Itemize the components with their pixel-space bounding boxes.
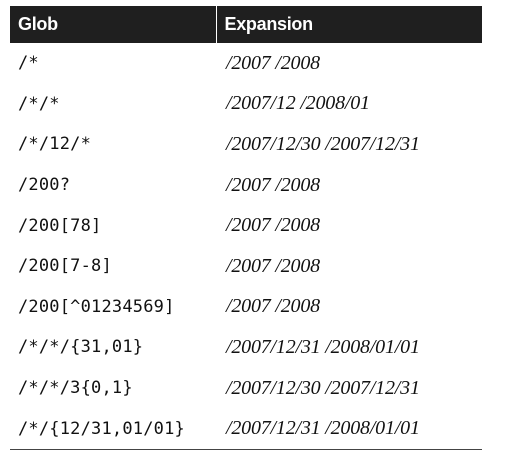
glob-cell: /200[78]	[18, 215, 102, 236]
glob-cell: /200[7-8]	[18, 256, 112, 277]
expansion-cell: /2007 /2008	[226, 51, 320, 74]
glob-expansion-table: Glob Expansion /* /2007 /2008 /*/* /2007…	[10, 6, 482, 450]
table-header: Glob Expansion	[10, 6, 482, 43]
glob-cell: /*	[18, 53, 39, 74]
table-row: /200? /2007 /2008	[10, 165, 482, 206]
expansion-cell: /2007/12 /2008/01	[226, 92, 370, 115]
glob-expansion-table-container: Glob Expansion /* /2007 /2008 /*/* /2007…	[10, 6, 482, 450]
expansion-cell: /2007 /2008	[226, 214, 320, 237]
table-row: /*/* /2007/12 /2008/01	[10, 84, 482, 125]
header-row: Glob Expansion	[10, 6, 482, 43]
glob-cell: /200?	[18, 175, 71, 196]
table-row: /200[78] /2007 /2008	[10, 205, 482, 246]
expansion-cell: /2007/12/30 /2007/12/31	[226, 376, 420, 399]
table-row: /* /2007 /2008	[10, 43, 482, 84]
expansion-cell: /2007/12/30 /2007/12/31	[226, 132, 420, 155]
header-glob: Glob	[10, 6, 216, 43]
glob-cell: /*/*/3{0,1}	[18, 378, 133, 399]
table-row: /*/12/* /2007/12/30 /2007/12/31	[10, 124, 482, 165]
table-row: /200[^01234569] /2007 /2008	[10, 287, 482, 328]
glob-cell: /*/{12/31,01/01}	[10, 408, 216, 450]
table-row: /*/*/{31,01} /2007/12/31 /2008/01/01	[10, 327, 482, 368]
expansion-cell: /2007 /2008	[226, 173, 320, 196]
table-row: /200[7-8] /2007 /2008	[10, 246, 482, 287]
expansion-cell: /2007/12/31 /2008/01/01	[216, 408, 482, 450]
table-body: /* /2007 /2008 /*/* /2007/12 /2008/01 /*…	[10, 43, 482, 450]
expansion-cell: /2007 /2008	[226, 295, 320, 318]
table-row: /*/*/3{0,1} /2007/12/30 /2007/12/31	[10, 368, 482, 409]
table-row: /*/{12/31,01/01} /2007/12/31 /2008/01/01	[10, 408, 482, 450]
glob-cell: /*/*	[18, 93, 60, 114]
glob-cell: /*/12/*	[18, 134, 92, 155]
expansion-cell: /2007/12/31 /2008/01/01	[226, 335, 420, 358]
glob-cell: /*/*/{31,01}	[18, 337, 144, 358]
expansion-cell: /2007 /2008	[226, 254, 320, 277]
header-expansion: Expansion	[215, 6, 482, 43]
glob-cell: /200[^01234569]	[18, 296, 175, 317]
